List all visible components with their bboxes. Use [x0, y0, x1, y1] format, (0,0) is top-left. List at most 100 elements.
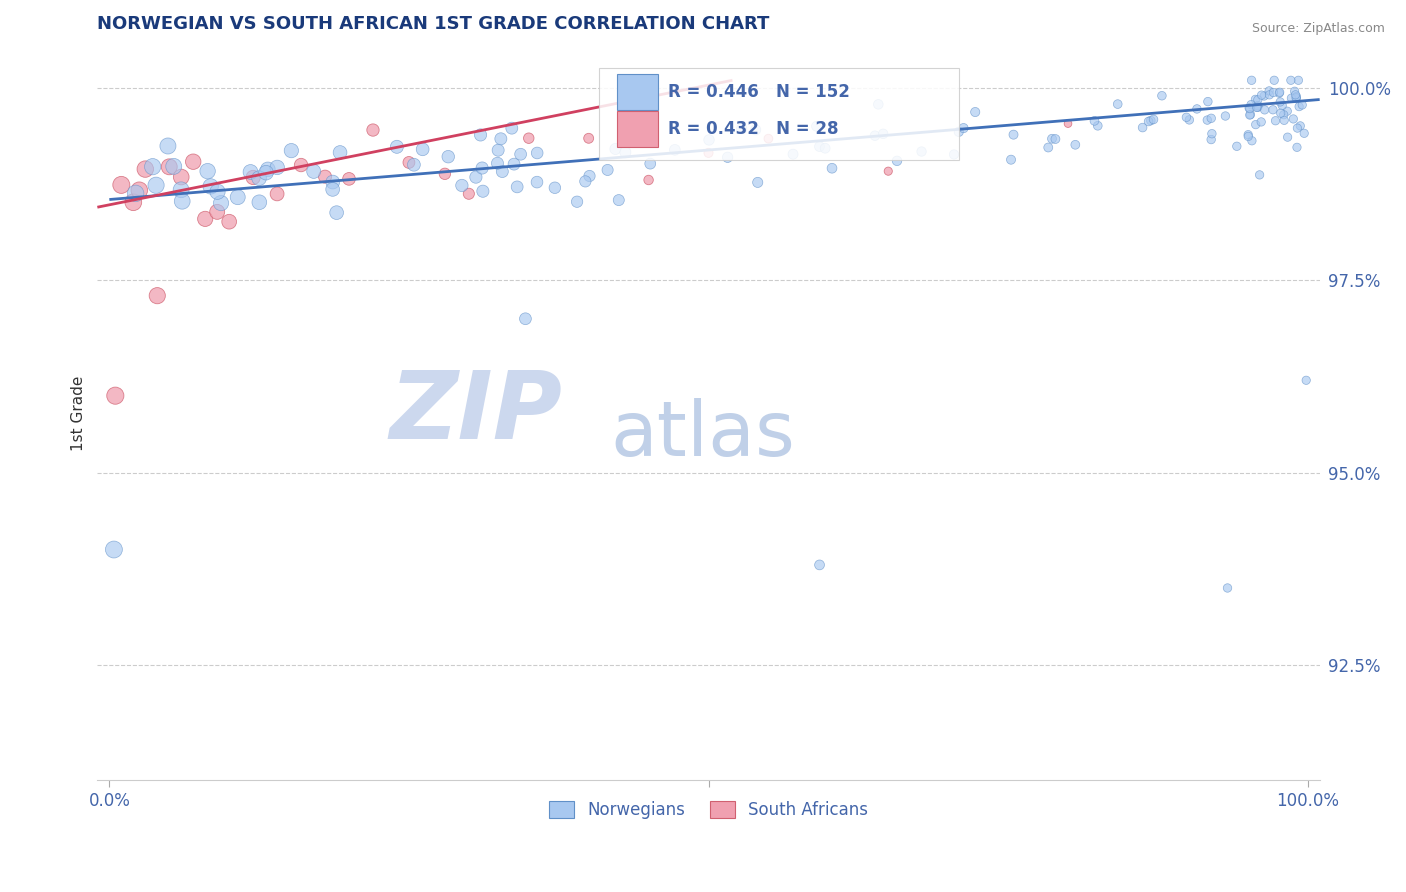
Point	[1239, 108, 1261, 122]
Point	[503, 157, 526, 171]
Point	[146, 288, 169, 302]
Point	[1250, 115, 1272, 129]
Point	[1107, 97, 1129, 112]
Point	[471, 161, 494, 175]
Point	[170, 183, 193, 197]
Point	[1268, 85, 1291, 99]
Point	[1239, 107, 1261, 121]
Point	[1284, 87, 1306, 102]
Point	[596, 163, 619, 178]
Point	[808, 558, 831, 572]
FancyBboxPatch shape	[599, 68, 959, 160]
Point	[239, 165, 262, 179]
Point	[1137, 114, 1160, 128]
Point	[1272, 108, 1295, 122]
Point	[1197, 113, 1219, 128]
Point	[226, 190, 249, 204]
Point	[1270, 95, 1292, 109]
Text: NORWEGIAN VS SOUTH AFRICAN 1ST GRADE CORRELATION CHART: NORWEGIAN VS SOUTH AFRICAN 1ST GRADE COR…	[97, 15, 769, 33]
Point	[1237, 101, 1260, 115]
Point	[254, 166, 277, 180]
Point	[1263, 86, 1285, 100]
Point	[744, 123, 766, 137]
Point	[1258, 84, 1281, 98]
Point	[1247, 99, 1270, 113]
Point	[544, 180, 567, 194]
Point	[1279, 91, 1302, 105]
Point	[172, 194, 194, 209]
Point	[457, 186, 479, 201]
Point	[1263, 73, 1285, 87]
Point	[124, 186, 146, 201]
Point	[1295, 373, 1317, 387]
Point	[145, 178, 167, 193]
Point	[1289, 119, 1312, 133]
Point	[329, 145, 352, 160]
Point	[437, 150, 460, 164]
Point	[134, 162, 156, 177]
Point	[910, 145, 932, 159]
Point	[1240, 73, 1263, 87]
Point	[1277, 104, 1299, 119]
Point	[501, 121, 523, 136]
Point	[1285, 89, 1308, 103]
Point	[1215, 109, 1237, 123]
Point	[205, 205, 228, 219]
Point	[821, 161, 844, 176]
Point	[361, 123, 384, 137]
Point	[965, 105, 987, 120]
Point	[302, 164, 325, 178]
Point	[1083, 114, 1105, 128]
Point	[565, 194, 588, 209]
Point	[257, 162, 280, 177]
Text: R = 0.432   N = 28: R = 0.432 N = 28	[668, 120, 838, 137]
Point	[1199, 132, 1222, 146]
Point	[489, 132, 512, 146]
Point	[433, 167, 456, 181]
Point	[1142, 112, 1164, 127]
Point	[747, 175, 769, 189]
Point	[1226, 139, 1249, 153]
Text: Source: ZipAtlas.com: Source: ZipAtlas.com	[1251, 22, 1385, 36]
Point	[163, 160, 186, 174]
Point	[614, 145, 637, 160]
Point	[1132, 120, 1154, 135]
Point	[814, 141, 837, 155]
Point	[200, 179, 222, 194]
Point	[1045, 132, 1067, 146]
Point	[1282, 112, 1305, 126]
Point	[1239, 102, 1261, 116]
Text: atlas: atlas	[610, 398, 796, 472]
Point	[197, 164, 219, 178]
Point	[1064, 137, 1087, 152]
Point	[242, 170, 264, 185]
Point	[194, 211, 217, 226]
Point	[1247, 93, 1270, 107]
Point	[110, 178, 132, 192]
Point	[1216, 581, 1239, 595]
Point	[526, 175, 548, 189]
Point	[1268, 87, 1291, 101]
Point	[1087, 119, 1109, 133]
Point	[948, 125, 970, 139]
Point	[402, 158, 425, 172]
Point	[1279, 73, 1302, 87]
Point	[1246, 100, 1268, 114]
Point	[486, 156, 509, 170]
Point	[517, 131, 540, 145]
Point	[1253, 103, 1275, 117]
Point	[1040, 132, 1063, 146]
Point	[806, 120, 828, 134]
Point	[717, 150, 740, 164]
Point	[209, 196, 232, 211]
Point	[412, 142, 434, 156]
Point	[509, 147, 531, 161]
Point	[697, 145, 720, 160]
Point	[1237, 128, 1260, 142]
Point	[1277, 130, 1299, 145]
Point	[868, 97, 890, 112]
Y-axis label: 1st Grade: 1st Grade	[72, 376, 86, 450]
Point	[578, 169, 600, 183]
Point	[1197, 95, 1219, 109]
FancyBboxPatch shape	[617, 74, 658, 110]
